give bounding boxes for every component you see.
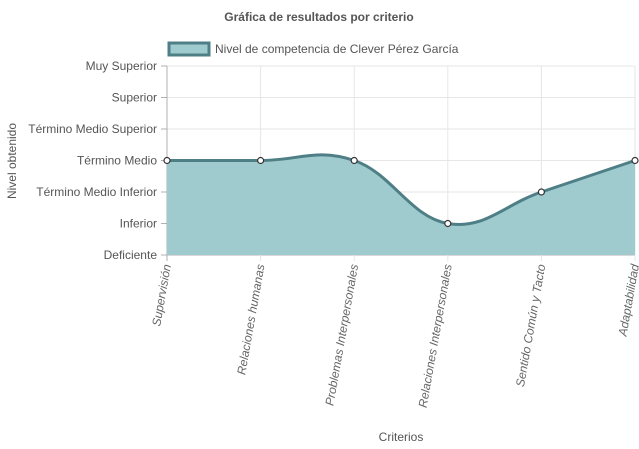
x-axis-ticks: Supervisión Relaciones humanas Problemas I… (149, 263, 639, 409)
y-tick-label: Muy Superior (86, 59, 157, 73)
x-tick-label: Relaciones Interpersonales (416, 263, 455, 409)
data-point[interactable] (444, 219, 452, 228)
x-tick-label: Sentido Común y Tacto (513, 263, 548, 388)
x-axis-label: Criterios (379, 430, 424, 444)
y-tick-label: Término Medio Inferior (36, 185, 157, 199)
y-tick-label: Término Medio (77, 154, 157, 168)
series-area (167, 153, 636, 255)
legend[interactable]: Nivel de competencia de Clever Pérez Gar… (167, 41, 459, 57)
x-tick-label: Relaciones humanas (234, 263, 267, 376)
data-point[interactable] (350, 156, 358, 165)
legend-swatch (167, 41, 211, 57)
x-tick-label: Supervisión (149, 263, 174, 328)
data-point[interactable] (631, 156, 639, 165)
y-axis-label: Nivel obtenido (5, 123, 19, 199)
data-point[interactable] (257, 156, 265, 165)
y-tick-label: Inferior (120, 217, 157, 231)
series-area-fill (167, 154, 635, 255)
chart-title: Gráfica de resultados por criterio (224, 10, 413, 24)
series-line (167, 153, 636, 226)
y-tick-label: Término Medio Superior (28, 122, 157, 136)
y-tick-label: Superior (112, 91, 157, 105)
legend-label: Nivel de competencia de Clever Pérez Gar… (215, 42, 459, 56)
x-tick-label: Problemas Interpersonales (322, 263, 361, 407)
data-point[interactable] (537, 188, 546, 196)
data-point[interactable] (163, 156, 171, 165)
x-tick-label: Adaptabilidad (615, 263, 639, 338)
y-axis-ticks: Deficiente Inferior Término Medio Inferior… (28, 59, 167, 262)
y-tick-label: Deficiente (104, 248, 158, 262)
data-points (163, 156, 639, 228)
